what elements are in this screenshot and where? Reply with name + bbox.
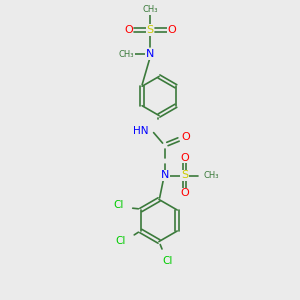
Text: S: S xyxy=(181,170,188,181)
Text: N: N xyxy=(146,49,154,59)
Text: O: O xyxy=(180,152,189,163)
Text: Cl: Cl xyxy=(163,256,173,266)
Text: CH₃: CH₃ xyxy=(119,50,134,58)
Text: O: O xyxy=(182,131,190,142)
Text: S: S xyxy=(146,25,154,35)
Text: N: N xyxy=(161,170,169,181)
Text: CH₃: CH₃ xyxy=(203,171,219,180)
Text: CH₃: CH₃ xyxy=(142,5,158,14)
Text: O: O xyxy=(167,25,176,35)
Text: Cl: Cl xyxy=(114,200,124,210)
Text: O: O xyxy=(124,25,133,35)
Text: O: O xyxy=(180,188,189,199)
Text: HN: HN xyxy=(133,125,148,136)
Text: Cl: Cl xyxy=(115,236,126,246)
